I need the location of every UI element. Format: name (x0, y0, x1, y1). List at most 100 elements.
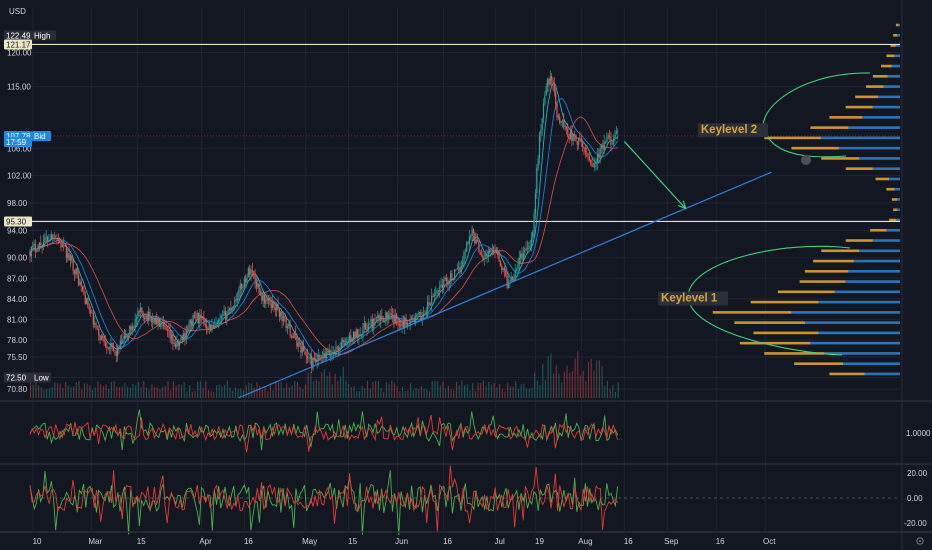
candle-body (526, 247, 528, 249)
candle-body (134, 319, 136, 328)
candle-body (172, 334, 174, 344)
annotations[interactable]: Keylevel 2 Keylevel 1 (658, 123, 768, 306)
volume-profile-row-up (886, 54, 895, 58)
volume-bar (100, 384, 102, 398)
candle-body (177, 341, 179, 346)
price-tags: 122.49High121.17107.80Ask107.78Bid17:599… (4, 30, 56, 383)
date-axis[interactable]: 10 Mar 15 Apr 16 May 15 Jun 16 Jul 19 Aug 16 Sep 16 Oct (33, 537, 777, 546)
candle-body (88, 307, 90, 310)
volume-profile-row-down (805, 321, 900, 324)
candle-body (40, 242, 42, 245)
volume-bar (240, 388, 242, 398)
volume-bar (353, 385, 355, 398)
candle-body (569, 131, 572, 139)
volume-bar (226, 380, 228, 398)
volume-bar (313, 381, 315, 398)
candle-body (94, 323, 96, 325)
volume-bar (520, 384, 522, 398)
volume-bar (348, 384, 350, 398)
candle-body (29, 250, 31, 257)
date-tick-label: 16 (443, 537, 452, 546)
candle-body (528, 247, 530, 249)
date-tick-label: Sep (664, 537, 679, 546)
volume-bar (614, 391, 617, 398)
candle-body (41, 244, 43, 247)
candle-body (400, 325, 402, 327)
candle-body (421, 317, 423, 320)
horizontal-levels[interactable] (30, 43, 900, 223)
volume-bar (555, 365, 557, 398)
candle-body (230, 307, 232, 311)
volume-bar (558, 373, 560, 398)
volume-bar (426, 389, 428, 398)
candle-body (219, 317, 221, 320)
volume-bar (296, 381, 298, 398)
candle-body (393, 315, 395, 324)
candle-body (183, 333, 185, 340)
volume-bar (143, 381, 145, 398)
candle-body (32, 245, 34, 247)
candle-body (212, 325, 214, 328)
candle-body (486, 254, 488, 258)
candle-body (328, 350, 330, 356)
price-tick-label: 98.00 (7, 199, 28, 208)
volume-bar (601, 366, 603, 398)
candle-body (478, 240, 480, 252)
candle-body (249, 268, 251, 275)
candle-body (65, 246, 67, 258)
candle-body (71, 255, 73, 261)
candle-body (375, 318, 378, 319)
candle-body (312, 358, 314, 369)
high-line-tag-value: 121.17 (6, 40, 31, 49)
volume-profile-row-up (872, 75, 888, 78)
candle-body (143, 317, 146, 320)
candle-body (250, 270, 252, 275)
volume-bar (334, 373, 336, 398)
volume-bar (482, 380, 484, 398)
candle-body (150, 316, 152, 323)
volume-profile-row-up (821, 249, 860, 253)
candle-body (169, 330, 171, 339)
gear-icon[interactable] (916, 537, 924, 545)
keylevel-1-label: Keylevel 1 (661, 293, 718, 305)
candle-body (342, 340, 344, 343)
price-tick-label: 81.00 (7, 315, 28, 324)
candle-body (313, 358, 316, 359)
volume-bar (167, 381, 169, 398)
candle-body (402, 321, 404, 328)
candle-body (50, 234, 53, 240)
candle-body (507, 282, 510, 289)
candle-body (301, 346, 303, 353)
volume-bar (342, 366, 344, 398)
candle-body (405, 317, 407, 323)
candle-body (118, 346, 120, 349)
volume-bar (302, 388, 304, 398)
candle-body (378, 315, 380, 321)
candle-body (242, 286, 244, 289)
candle-body (577, 138, 580, 145)
candle-body (513, 276, 515, 279)
volume-bar (574, 358, 576, 398)
volume-profile-row-down (872, 105, 900, 109)
candle-body (582, 142, 584, 147)
volume-bar (186, 391, 188, 398)
volume-bar (523, 383, 525, 398)
volume-profile-row-up (794, 362, 843, 365)
candle-body (549, 76, 551, 85)
candle-body (541, 118, 543, 130)
volume-profile-row-up (893, 208, 898, 212)
candle-body (68, 253, 70, 261)
volume-bar (224, 384, 226, 398)
candle-body (110, 343, 112, 349)
candle-body (356, 329, 359, 338)
candle-body (53, 238, 55, 240)
candle-body (424, 313, 426, 315)
candle-body (532, 231, 534, 239)
candle-body (433, 294, 435, 297)
candle-body (441, 284, 444, 288)
level-line-tag-value: 95.30 (6, 217, 27, 226)
volume-bar (477, 382, 479, 398)
candle-body (614, 134, 616, 139)
